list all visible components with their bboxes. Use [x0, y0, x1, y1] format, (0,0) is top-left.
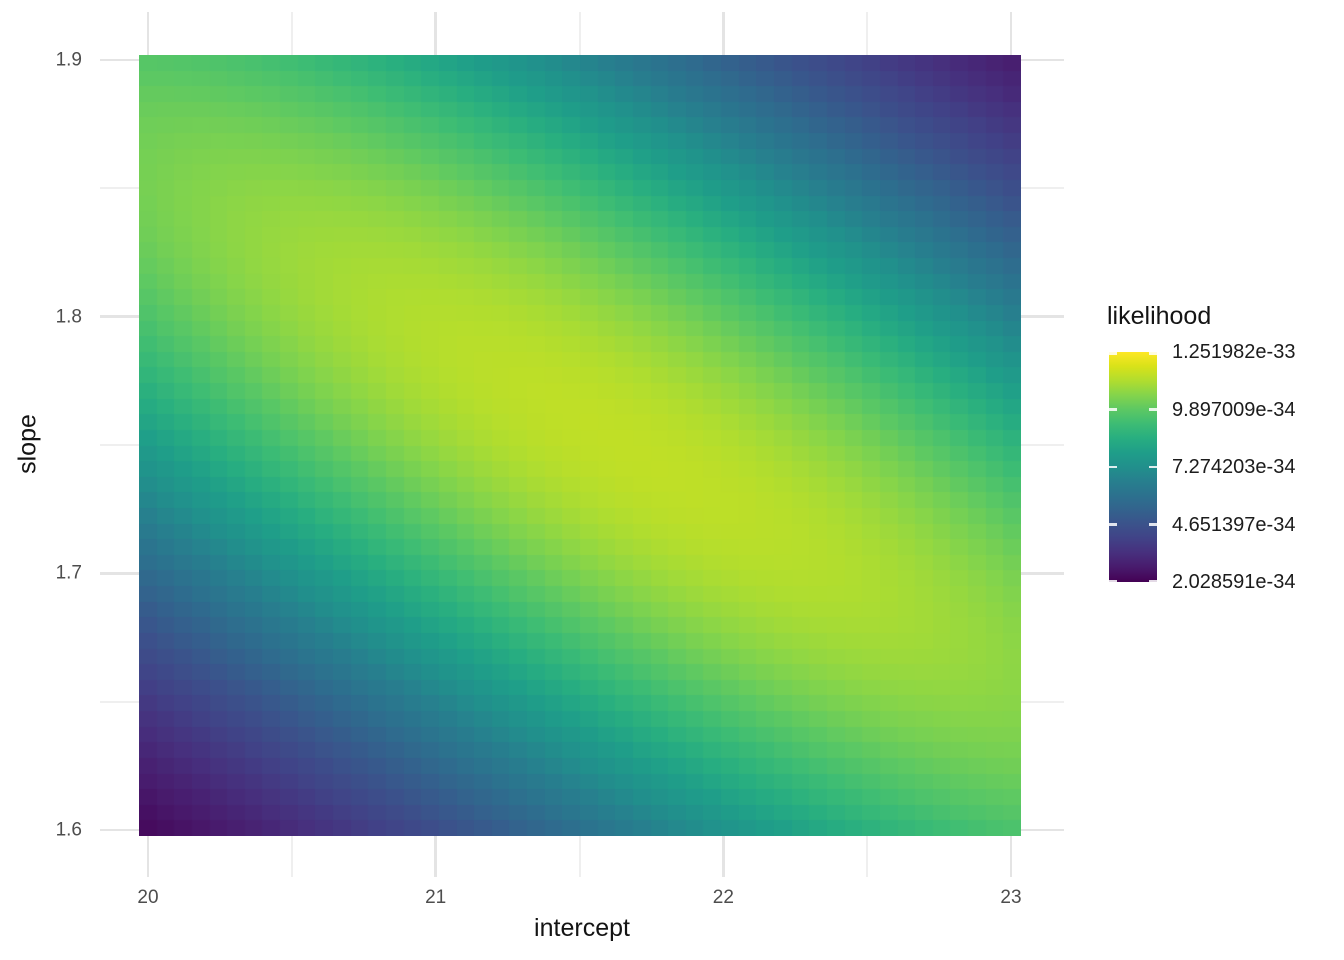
- gridline-minor: [100, 444, 139, 446]
- y-axis-title: slope: [13, 414, 42, 474]
- gridline-major: [434, 836, 437, 877]
- legend-tick-mark: [1149, 465, 1157, 469]
- gridline-minor: [100, 187, 139, 190]
- gridline-major: [434, 12, 437, 55]
- legend-break-label: 1.251982e-33: [1172, 341, 1296, 363]
- gridline-major: [722, 836, 725, 877]
- legend-tick-mark: [1149, 408, 1157, 411]
- y-tick-label: 1.6: [55, 819, 82, 841]
- legend-break-label: 9.897009e-34: [1172, 398, 1296, 421]
- gridline-major: [100, 58, 139, 62]
- gridline-major: [722, 12, 725, 55]
- gridline-minor: [866, 836, 869, 877]
- gridline-major: [1009, 836, 1013, 877]
- x-axis-title: intercept: [534, 914, 630, 942]
- gridline-minor: [1021, 187, 1064, 190]
- legend-break-label: 7.274203e-34: [1172, 456, 1296, 478]
- legend-tick-mark: [1149, 523, 1157, 526]
- y-tick-label: 1.7: [55, 562, 82, 584]
- legend-tick-mark: [1109, 579, 1117, 582]
- colorbar-gradient: [1109, 352, 1157, 582]
- legend-break-label: 4.651397e-34: [1172, 513, 1296, 536]
- gridline-major: [1009, 12, 1013, 55]
- gridline-minor: [290, 836, 293, 877]
- legend-tick-mark: [1149, 352, 1157, 355]
- gridline-minor: [100, 700, 139, 703]
- legend-tick-mark: [1149, 579, 1157, 582]
- gridline-minor: [578, 12, 581, 55]
- x-tick-label: 20: [137, 887, 159, 908]
- gridline-minor: [290, 12, 293, 55]
- gridline-major: [1021, 572, 1064, 575]
- x-tick-label: 22: [712, 887, 734, 908]
- x-tick-label: 21: [425, 887, 447, 908]
- legend-tick-mark: [1109, 523, 1117, 526]
- y-tick-label: 1.9: [55, 49, 82, 71]
- gridline-major: [1021, 315, 1064, 318]
- legend-tick-mark: [1109, 408, 1117, 411]
- x-tick-label: 23: [1000, 887, 1022, 908]
- gridline-major: [1021, 58, 1064, 62]
- gridline-major: [100, 572, 139, 575]
- gridline-major: [1021, 828, 1064, 832]
- gridline-minor: [866, 12, 869, 55]
- legend-tick-mark: [1109, 465, 1117, 469]
- gridline-minor: [578, 836, 581, 877]
- heatmap-raster: [139, 55, 1021, 836]
- y-tick-label: 1.8: [55, 306, 82, 328]
- gridline-major: [146, 836, 150, 877]
- gridline-minor: [1021, 444, 1064, 446]
- gridline-major: [146, 12, 150, 55]
- gridline-minor: [1021, 700, 1064, 703]
- legend-title: likelihood: [1107, 302, 1212, 330]
- legend-break-label: 2.028591e-34: [1172, 571, 1296, 593]
- gridline-major: [100, 828, 139, 832]
- legend-tick-mark: [1109, 352, 1117, 355]
- gridline-major: [100, 315, 139, 318]
